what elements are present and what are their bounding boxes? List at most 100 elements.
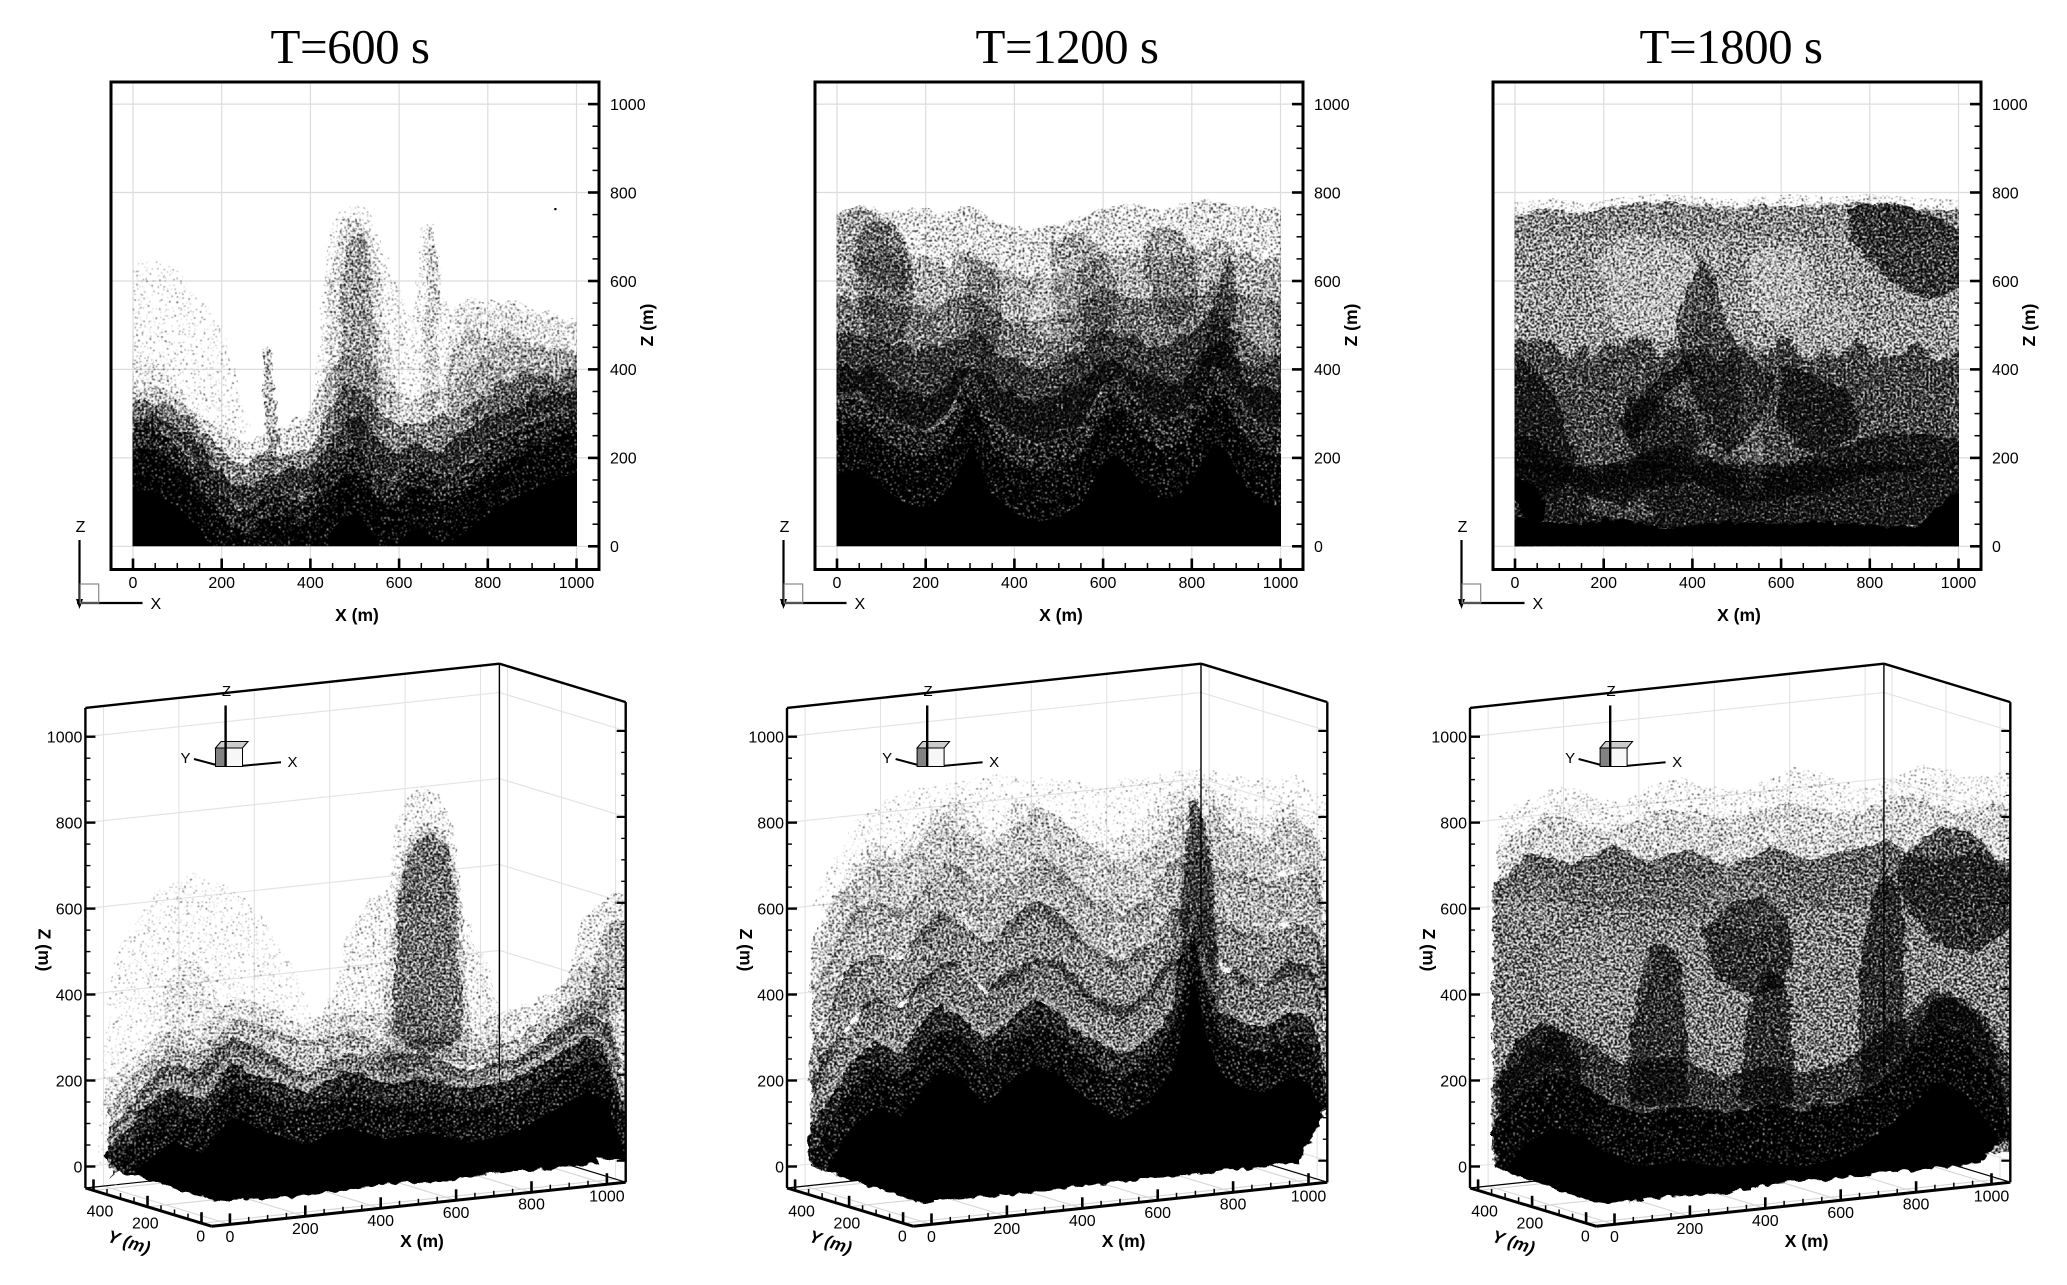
svg-text:400: 400	[367, 1213, 394, 1230]
svg-text:400: 400	[1069, 1213, 1096, 1230]
svg-text:200: 200	[1517, 1216, 1544, 1233]
svg-text:400: 400	[1679, 575, 1706, 592]
svg-text:0: 0	[1458, 1159, 1467, 1176]
svg-text:600: 600	[1827, 1205, 1854, 1222]
svg-text:200: 200	[757, 1073, 784, 1090]
svg-text:800: 800	[1992, 185, 2019, 202]
svg-text:1000: 1000	[1431, 730, 1467, 747]
svg-text:1000: 1000	[1291, 1189, 1327, 1206]
svg-text:0: 0	[73, 1159, 82, 1176]
svg-text:Y: Y	[882, 750, 892, 767]
svg-text:600: 600	[1090, 575, 1117, 592]
svg-text:400: 400	[56, 987, 83, 1004]
svg-text:X: X	[1672, 754, 1682, 771]
svg-text:1000: 1000	[610, 97, 646, 114]
svg-text:600: 600	[1440, 901, 1467, 918]
svg-text:800: 800	[1903, 1197, 1930, 1214]
svg-text:0: 0	[1610, 1229, 1619, 1246]
svg-text:1000: 1000	[589, 1189, 625, 1206]
svg-text:X (m): X (m)	[1717, 605, 1761, 625]
svg-text:600: 600	[757, 901, 784, 918]
svg-text:600: 600	[1992, 274, 2019, 291]
svg-text:Z (m): Z (m)	[2019, 304, 2039, 347]
svg-text:400: 400	[1752, 1213, 1779, 1230]
svg-text:Z: Z	[222, 683, 231, 700]
svg-text:400: 400	[1440, 987, 1467, 1004]
svg-text:Z (m): Z (m)	[35, 929, 55, 972]
svg-text:Z: Z	[780, 519, 790, 536]
svg-text:200: 200	[1314, 451, 1341, 468]
svg-text:X: X	[989, 754, 999, 771]
svg-text:X: X	[151, 596, 162, 613]
svg-text:800: 800	[610, 185, 637, 202]
svg-text:X: X	[855, 596, 866, 613]
svg-text:800: 800	[1314, 185, 1341, 202]
svg-text:200: 200	[208, 575, 235, 592]
svg-text:Y: Y	[1565, 750, 1575, 767]
svg-text:800: 800	[1856, 575, 1883, 592]
svg-text:0: 0	[1314, 539, 1323, 556]
svg-text:400: 400	[788, 1204, 815, 1221]
svg-text:T=1200 s: T=1200 s	[976, 19, 1159, 74]
svg-text:200: 200	[1677, 1221, 1704, 1238]
svg-text:800: 800	[757, 815, 784, 832]
svg-text:Y: Y	[180, 750, 190, 767]
svg-text:0: 0	[129, 575, 138, 592]
svg-text:200: 200	[912, 575, 939, 592]
svg-text:X (m): X (m)	[335, 605, 379, 625]
svg-text:1000: 1000	[1263, 575, 1299, 592]
svg-text:T=1800 s: T=1800 s	[1640, 19, 1823, 74]
svg-text:200: 200	[610, 451, 637, 468]
svg-text:Z: Z	[76, 519, 86, 536]
svg-text:600: 600	[1144, 1205, 1171, 1222]
svg-text:0: 0	[775, 1159, 784, 1176]
svg-text:1000: 1000	[1941, 575, 1977, 592]
svg-text:Z: Z	[1458, 519, 1468, 536]
svg-text:Z (m): Z (m)	[1419, 929, 1439, 972]
svg-text:800: 800	[518, 1197, 545, 1214]
svg-text:800: 800	[474, 575, 501, 592]
svg-text:600: 600	[1768, 575, 1795, 592]
svg-text:1000: 1000	[748, 730, 784, 747]
svg-text:600: 600	[1314, 274, 1341, 291]
svg-text:Z (m): Z (m)	[736, 929, 756, 972]
svg-text:X (m): X (m)	[1102, 1231, 1146, 1251]
svg-text:T=600 s: T=600 s	[271, 19, 430, 74]
svg-text:1000: 1000	[559, 575, 595, 592]
svg-text:400: 400	[1471, 1204, 1498, 1221]
svg-text:X (m): X (m)	[1039, 605, 1083, 625]
svg-text:Z: Z	[1607, 683, 1616, 700]
svg-text:X (m): X (m)	[400, 1231, 444, 1251]
svg-text:X (m): X (m)	[1785, 1231, 1829, 1251]
svg-text:600: 600	[443, 1205, 470, 1222]
svg-text:X: X	[1533, 596, 1544, 613]
svg-text:800: 800	[1440, 815, 1467, 832]
svg-text:0: 0	[833, 575, 842, 592]
svg-text:400: 400	[1992, 362, 2019, 379]
svg-text:1000: 1000	[1992, 97, 2028, 114]
svg-text:600: 600	[56, 901, 83, 918]
svg-text:400: 400	[757, 987, 784, 1004]
svg-text:200: 200	[132, 1216, 159, 1233]
svg-text:200: 200	[56, 1073, 83, 1090]
svg-text:200: 200	[1992, 451, 2019, 468]
svg-text:400: 400	[87, 1204, 114, 1221]
svg-text:400: 400	[1314, 362, 1341, 379]
svg-text:1000: 1000	[47, 730, 83, 747]
svg-text:200: 200	[292, 1221, 319, 1238]
svg-text:400: 400	[297, 575, 324, 592]
svg-text:0: 0	[898, 1229, 907, 1246]
svg-text:800: 800	[1178, 575, 1205, 592]
svg-text:200: 200	[1440, 1073, 1467, 1090]
svg-text:0: 0	[1581, 1229, 1590, 1246]
svg-text:0: 0	[196, 1229, 205, 1246]
svg-text:X: X	[287, 754, 297, 771]
svg-text:200: 200	[834, 1216, 861, 1233]
svg-text:1000: 1000	[1314, 97, 1350, 114]
svg-text:200: 200	[994, 1221, 1021, 1238]
svg-text:600: 600	[610, 274, 637, 291]
svg-text:1000: 1000	[1974, 1189, 2010, 1206]
svg-text:Z (m): Z (m)	[1341, 304, 1361, 347]
svg-text:800: 800	[1220, 1197, 1247, 1214]
svg-text:Z (m): Z (m)	[637, 304, 657, 347]
